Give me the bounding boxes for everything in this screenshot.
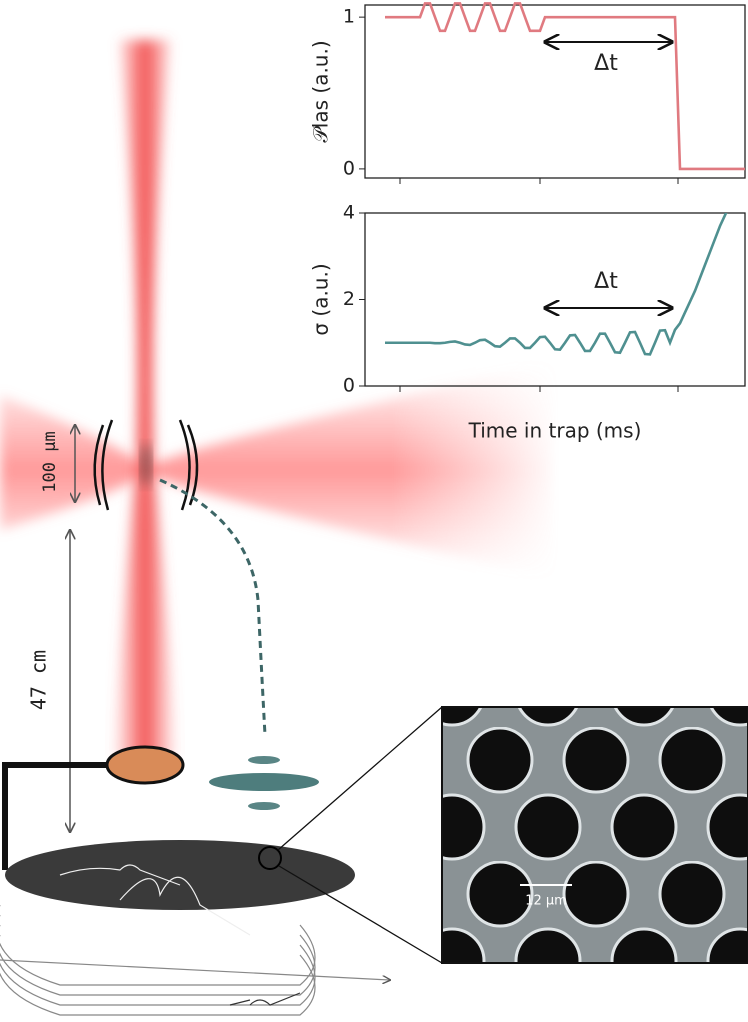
chip bbox=[5, 840, 355, 910]
waist-label: 100 μm bbox=[40, 431, 60, 492]
mirror bbox=[107, 747, 183, 783]
y-axis-label: σ (a.u.) bbox=[309, 263, 333, 335]
data-line bbox=[385, 204, 730, 354]
y-tick-label: 0 bbox=[343, 157, 355, 179]
annotation: Δt bbox=[594, 269, 618, 294]
atom-cloud bbox=[209, 756, 319, 810]
trajectory bbox=[160, 480, 265, 735]
x-axis-label: Time in trap (ms) bbox=[468, 419, 642, 443]
axes-frame bbox=[365, 213, 745, 386]
horizontal-beam bbox=[0, 360, 560, 580]
y-tick-label: 4 bbox=[343, 202, 355, 224]
figure: 12 μm 100 μm 47 cm 0 1 𝒫las (a.u.) Δt 0 2 4 σ (… bbox=[0, 0, 748, 1022]
zoom-lines bbox=[278, 707, 442, 963]
y-tick-label: 1 bbox=[343, 6, 355, 28]
distance-label: 47 cm bbox=[27, 650, 51, 710]
y-axis-label: 𝒫las (a.u.) bbox=[309, 40, 333, 142]
y-tick-label: 2 bbox=[343, 288, 355, 310]
data-line bbox=[385, 3, 745, 168]
axes-frame bbox=[365, 5, 745, 178]
scale-label: 12 μm bbox=[525, 894, 567, 909]
y-tick-label: 0 bbox=[343, 375, 355, 397]
annotation: Δt bbox=[594, 51, 618, 76]
vertical-beam bbox=[112, 40, 178, 760]
solenoid bbox=[0, 905, 390, 1015]
sem-image bbox=[442, 707, 748, 963]
